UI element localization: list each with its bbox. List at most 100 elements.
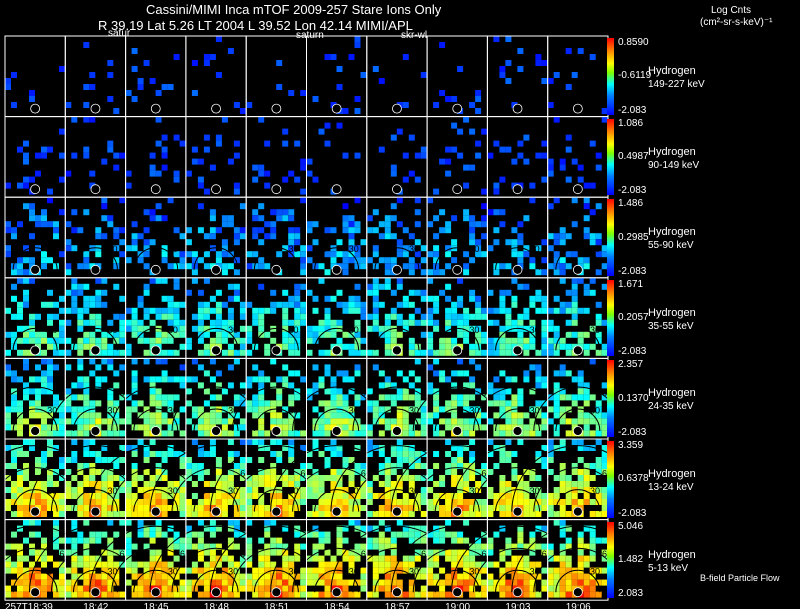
heat-pixel (83, 424, 90, 431)
heat-pixel (463, 382, 470, 389)
saturn-marker (90, 103, 101, 114)
heat-pixel (601, 394, 608, 401)
heat-pixel (372, 591, 379, 598)
saturn-marker (512, 103, 523, 114)
heat-pixel (571, 277, 578, 284)
heat-pixel (143, 567, 150, 574)
heat-pixel (414, 531, 421, 538)
heat-pixel (499, 549, 506, 556)
heat-pixel (445, 531, 452, 538)
heat-pixel (288, 239, 295, 246)
heat-pixel (312, 418, 319, 425)
heat-pixel (197, 537, 204, 544)
heat-pixel (499, 579, 506, 586)
heat-pixel (396, 239, 403, 246)
heat-pixel (47, 376, 53, 383)
contour-arc (314, 408, 360, 432)
heat-pixel (306, 591, 313, 598)
heat-pixel (83, 412, 90, 419)
heat-pixel (342, 227, 349, 234)
heat-pixel (107, 487, 114, 493)
heat-pixel (161, 134, 168, 141)
heat-pixel (330, 394, 337, 401)
heat-pixel (149, 209, 156, 216)
heat-pixel (197, 319, 204, 326)
heat-pixel (167, 197, 174, 204)
heat-pixel (553, 263, 560, 270)
heat-pixel (264, 567, 271, 574)
heat-pixel (23, 152, 29, 159)
heat-pixel (294, 585, 301, 592)
heat-pixel (77, 394, 84, 401)
heat-pixel (384, 257, 391, 264)
heat-pixel (282, 511, 289, 517)
heat-pixel (65, 269, 72, 276)
contour-label: 60 (481, 549, 491, 559)
heat-pixel (306, 245, 313, 252)
contour-label: 30 (469, 567, 479, 577)
heat-pixel (511, 418, 518, 425)
time-tick-label: 19:00 (445, 602, 471, 609)
heat-pixel (179, 233, 186, 240)
colorbar-max-label: 1.086 (618, 117, 644, 129)
heat-pixel (155, 519, 162, 526)
heat-pixel (173, 134, 180, 141)
heat-pixel (342, 463, 349, 469)
heat-pixel (101, 469, 108, 475)
heat-pixel (203, 493, 210, 499)
heat-pixel (565, 134, 572, 141)
heat-pixel (601, 511, 608, 517)
saturn-marker (512, 587, 523, 598)
heat-pixel (107, 519, 114, 526)
heat-pixel (427, 269, 434, 276)
contour-label: 60 (361, 388, 371, 398)
heat-pixel (59, 418, 65, 425)
heat-pixel (282, 469, 289, 475)
heat-pixel (71, 283, 78, 290)
heat-pixel (233, 349, 240, 356)
heat-pixel (511, 295, 518, 302)
contour-label: 30 (47, 244, 57, 254)
heat-pixel (191, 269, 198, 276)
heat-pixel (445, 493, 452, 499)
heat-pixel (161, 331, 168, 338)
heat-pixel (143, 430, 150, 437)
contour-label: 90 (252, 531, 262, 541)
heat-pixel (47, 197, 53, 204)
heat-pixel (161, 511, 168, 517)
heat-pixel (493, 343, 500, 350)
heat-pixel (318, 487, 325, 493)
heat-pixel (354, 227, 361, 234)
heat-pixel (541, 445, 548, 451)
heat-pixel (499, 591, 506, 598)
heat-pixel (11, 493, 17, 499)
heat-pixel (197, 424, 204, 431)
heat-pixel (312, 487, 319, 493)
contour-label: 30 (349, 244, 359, 254)
heat-pixel (396, 531, 403, 538)
heat-pixel (577, 445, 584, 451)
heat-pixel (589, 499, 596, 505)
heat-pixel (107, 60, 114, 66)
time-tick-label: 18:45 (143, 602, 169, 609)
heat-pixel (215, 463, 222, 469)
heat-pixel (23, 511, 29, 517)
heat-pixel (59, 493, 65, 499)
heat-pixel (161, 579, 168, 586)
heat-pixel (342, 487, 349, 493)
heat-pixel (420, 313, 427, 320)
heat-pixel (354, 463, 361, 469)
heat-pixel (71, 519, 78, 526)
heat-pixel (547, 591, 554, 598)
heat-pixel (547, 325, 554, 332)
heat-pixel (505, 325, 512, 332)
heat-pixel (185, 376, 192, 383)
heat-pixel (324, 307, 331, 314)
saturn-marker (271, 103, 282, 114)
heat-pixel (173, 227, 180, 234)
heat-pixel (23, 469, 29, 475)
heat-pixel (414, 549, 421, 556)
heat-pixel (439, 505, 446, 511)
